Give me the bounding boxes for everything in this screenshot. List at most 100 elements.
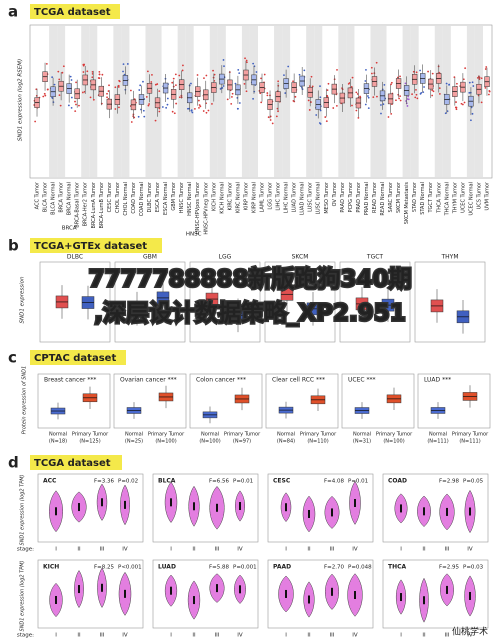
sample-dot <box>243 82 246 85</box>
x-tick-label: ACC Tumor <box>35 181 41 209</box>
sample-dot <box>67 104 70 107</box>
sample-dot <box>145 96 148 98</box>
sample-dot <box>154 119 157 122</box>
sample-dot <box>277 110 279 113</box>
subplot-frame <box>37 473 144 543</box>
sample-dot <box>82 63 85 66</box>
x-tick-label: (N=110) <box>307 439 328 445</box>
stage-label: II <box>307 547 311 553</box>
f-stat: F=2.98 <box>439 479 460 485</box>
sample-dot <box>52 101 55 104</box>
sample-dot <box>51 76 54 79</box>
panel-title: TCGA dataset <box>34 7 111 18</box>
sample-dot <box>485 66 488 68</box>
sample-dot <box>370 72 373 75</box>
sample-dot <box>336 68 338 71</box>
violin-box <box>216 584 218 593</box>
x-tick-label: (N=18) <box>49 439 67 445</box>
x-tick-label: LUSC Tumor <box>308 181 314 212</box>
x-tick-label: (N=125) <box>79 439 100 445</box>
violin-box <box>101 583 103 592</box>
sample-dot <box>303 69 306 72</box>
x-tick-label: UVM Tumor <box>484 181 490 210</box>
stage-label: II <box>192 633 196 639</box>
violin-box <box>285 589 287 598</box>
sample-dot <box>154 83 157 86</box>
shade <box>121 26 130 177</box>
sample-dot <box>196 74 199 76</box>
violin-box <box>55 507 57 516</box>
sample-dot <box>406 105 409 107</box>
sample-dot <box>244 57 246 60</box>
sample-dot <box>118 106 120 109</box>
f-stat: F=6.56 <box>209 479 230 485</box>
x-tick-label: ESCA Normal <box>163 182 169 215</box>
sample-dot <box>70 96 73 99</box>
sample-dot <box>165 106 168 109</box>
violin-box <box>216 503 218 512</box>
sample-dot <box>355 109 358 112</box>
sample-dot <box>476 76 479 79</box>
subplot-title: DLBC <box>67 254 83 261</box>
sample-dot <box>266 92 269 94</box>
sample-dot <box>238 72 241 75</box>
x-tick-label: KIRP Tumor <box>243 181 249 210</box>
sample-dot <box>263 73 266 76</box>
sample-dot <box>448 83 450 86</box>
violin-box <box>239 502 241 511</box>
sample-dot <box>298 73 301 76</box>
stage-label: IV <box>467 547 473 553</box>
subplot-frame <box>39 261 111 343</box>
sample-dot <box>326 94 329 97</box>
sample-dot <box>101 73 104 76</box>
y-axis-label: Protein expression of SND1 <box>22 366 28 434</box>
panel-letter: d <box>8 454 19 472</box>
subplot-title: SKCM <box>292 254 309 261</box>
sample-dot <box>375 61 378 64</box>
sample-dot <box>420 91 423 94</box>
sample-dot <box>415 88 417 91</box>
sample-dot <box>86 70 89 73</box>
sample-dot <box>98 70 101 73</box>
sample-dot <box>438 93 441 95</box>
sample-dot <box>471 81 474 84</box>
violin-box <box>469 591 471 600</box>
x-tick-label: SKCM Metastasis <box>404 182 410 225</box>
sample-dot <box>359 95 361 98</box>
stage-label: I <box>55 633 57 639</box>
x-tick-label: DLBC Tumor <box>147 181 153 212</box>
x-tick-label: UCEC Normal <box>468 182 474 215</box>
sample-dot <box>198 107 200 109</box>
sample-dot <box>255 71 258 73</box>
sample-dot <box>267 116 270 119</box>
sample-dot <box>326 89 329 92</box>
sample-dot <box>382 103 385 106</box>
sample-dot <box>42 95 45 98</box>
x-tick-label: (N=97) <box>233 439 251 445</box>
x-tick-label: COAD Normal <box>139 182 145 216</box>
sample-dot <box>97 77 100 79</box>
sample-dot <box>226 98 229 101</box>
shade <box>57 26 66 177</box>
sample-dot <box>230 102 233 105</box>
subplot-title: COAD <box>388 478 407 485</box>
x-tick-label: PAAD Tumor <box>340 181 346 213</box>
subplot-frame <box>339 261 411 343</box>
sample-dot <box>58 78 61 81</box>
stage-label: III <box>215 547 220 553</box>
x-tick-label: SARC Tumor <box>388 181 394 212</box>
subplot-title: GBM <box>143 254 157 261</box>
violin-box <box>331 508 333 517</box>
x-tick-label: STAD Tumor <box>412 181 418 212</box>
sample-dot <box>416 97 419 100</box>
subplot-title: Clear cell RCC *** <box>272 377 325 384</box>
violin-box <box>239 585 241 594</box>
sample-dot <box>106 96 108 99</box>
x-tick-label: KIRP Normal <box>251 182 257 213</box>
subplot-frame <box>264 261 336 343</box>
sample-dot <box>199 105 202 108</box>
x-tick-label: COAD Tumor <box>131 181 137 214</box>
sample-dot <box>178 74 181 77</box>
sample-dot <box>161 106 164 108</box>
panel-letter: b <box>8 237 19 255</box>
